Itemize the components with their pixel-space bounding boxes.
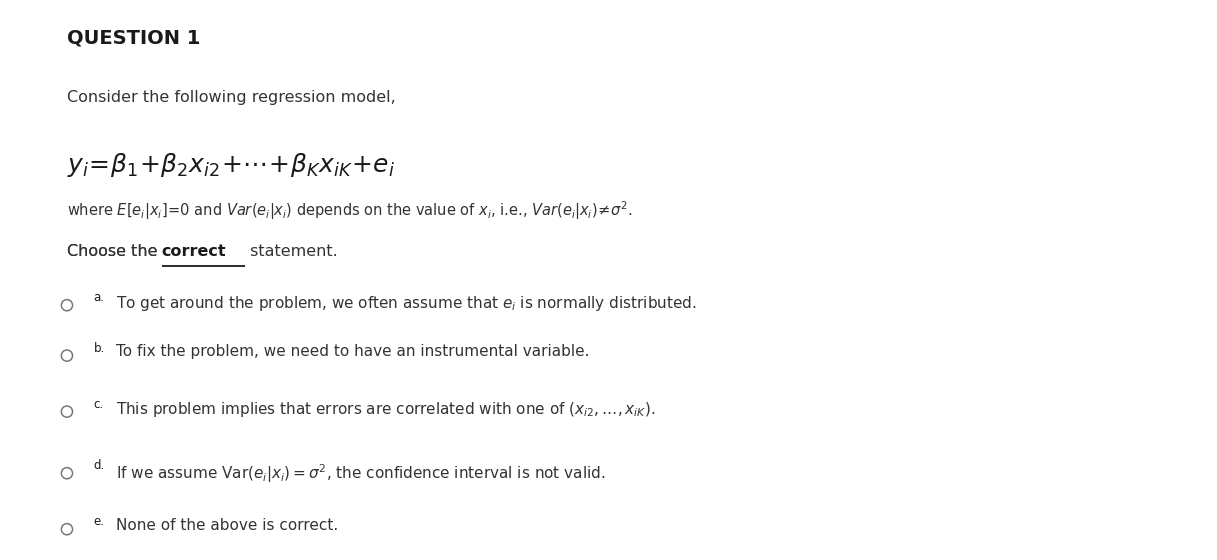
Text: where $E[e_i|x_i]\!=\!0$ and $\mathit{Var}(e_i|x_i)$ depends on the value of $x_: where $E[e_i|x_i]\!=\!0$ and $\mathit{Va… [67, 199, 632, 222]
Text: Consider the following regression model,: Consider the following regression model, [67, 90, 396, 105]
Text: Choose the: Choose the [67, 244, 163, 259]
Text: $y_i\!=\!\beta_1\!+\!\beta_2 x_{i2}\!+\!\cdots\!+\!\beta_K x_{iK}\!+\! e_i$: $y_i\!=\!\beta_1\!+\!\beta_2 x_{i2}\!+\!… [67, 151, 396, 179]
Text: To fix the problem, we need to have an instrumental variable.: To fix the problem, we need to have an i… [116, 344, 589, 360]
Text: correct: correct [162, 244, 226, 259]
Text: statement.: statement. [246, 244, 338, 259]
Text: None of the above is correct.: None of the above is correct. [116, 518, 338, 533]
Text: a.: a. [94, 291, 105, 304]
Text: e.: e. [94, 515, 105, 528]
Text: To get around the problem, we often assume that $e_i$ is normally distributed.: To get around the problem, we often assu… [116, 294, 696, 313]
Text: QUESTION 1: QUESTION 1 [67, 28, 201, 47]
Text: d.: d. [94, 459, 105, 472]
Text: This problem implies that errors are correlated with one of $(x_{i2}, \ldots, x_: This problem implies that errors are cor… [116, 400, 655, 419]
Text: If we assume $\mathrm{Var}(e_i|x_i) = \sigma^2$, the confidence interval is not : If we assume $\mathrm{Var}(e_i|x_i) = \s… [116, 462, 605, 485]
Text: Choose the: Choose the [67, 244, 163, 259]
Text: c.: c. [94, 398, 103, 410]
Text: b.: b. [94, 342, 105, 354]
